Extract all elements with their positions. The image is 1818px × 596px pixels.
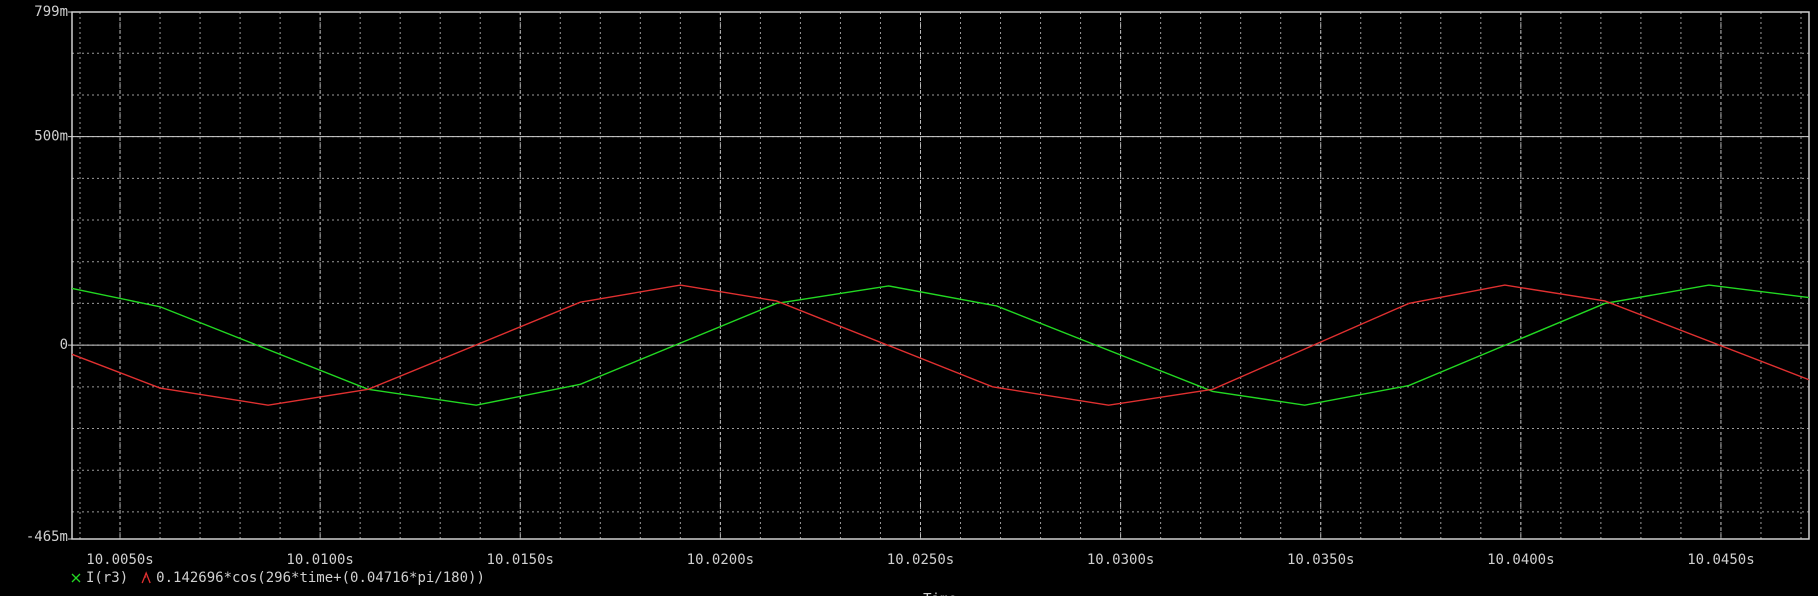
y-tick-label: 0	[60, 337, 68, 353]
x-tick-label: 10.0100s	[286, 552, 353, 568]
plot-frame	[71, 11, 1810, 540]
x-tick-label: 10.0450s	[1687, 552, 1754, 568]
legend-entry: I(r3)	[71, 570, 128, 586]
x-axis-label: Time	[923, 592, 957, 596]
legend-symbol	[141, 571, 151, 584]
y-tick-label: -465m	[26, 529, 68, 545]
x-tick-label: 10.0250s	[887, 552, 954, 568]
x-tick-label: 10.0350s	[1287, 552, 1354, 568]
x-tick-label: 10.0150s	[487, 552, 554, 568]
legend-entry: 0.142696*cos(296*time+(0.04716*pi/180))	[141, 570, 485, 586]
x-tick-label: 10.0200s	[687, 552, 754, 568]
y-tick-label: 799m	[34, 4, 68, 20]
trace	[71, 284, 1810, 406]
y-tick-label: 500m	[34, 129, 68, 145]
x-tick-label: 10.0300s	[1087, 552, 1154, 568]
trace	[71, 284, 1810, 406]
x-tick-label: 10.0400s	[1487, 552, 1554, 568]
x-tick-label: 10.0050s	[86, 552, 153, 568]
legend-label: 0.142696*cos(296*time+(0.04716*pi/180))	[156, 570, 485, 586]
legend-label: I(r3)	[86, 570, 128, 586]
legend-symbol	[71, 573, 81, 583]
